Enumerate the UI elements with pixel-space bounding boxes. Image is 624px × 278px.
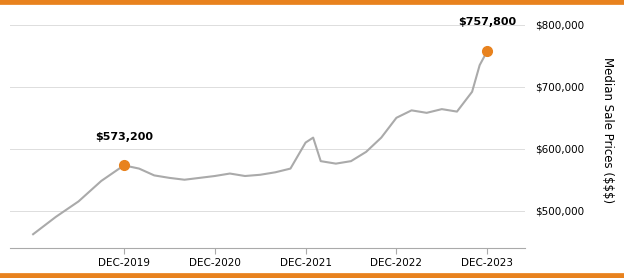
Text: $757,800: $757,800 (458, 18, 516, 28)
Y-axis label: Median Sale Prices ($$$): Median Sale Prices ($$$) (600, 57, 613, 203)
Text: $573,200: $573,200 (95, 132, 153, 142)
